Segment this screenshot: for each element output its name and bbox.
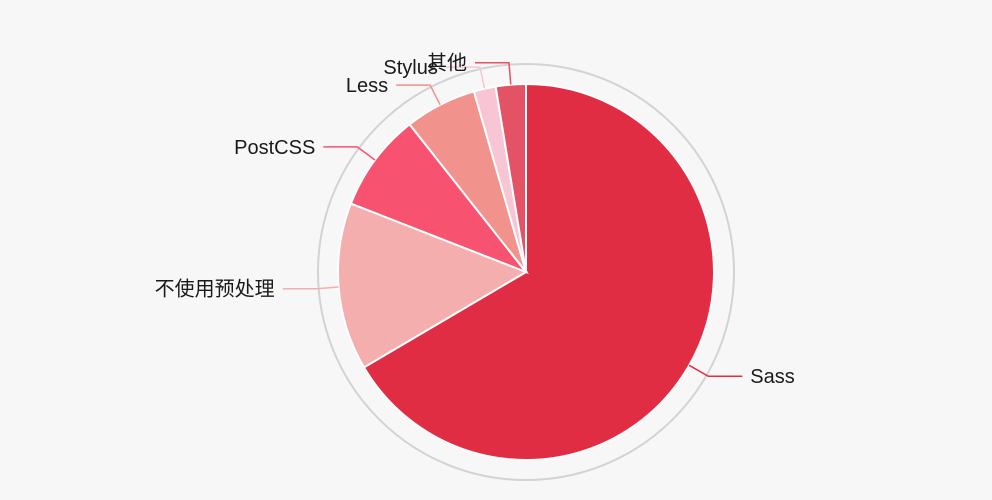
slice-label-postcss: PostCSS: [234, 137, 315, 159]
leader-lines-layer: [282, 61, 743, 377]
slices-layer: [337, 82, 715, 461]
slice-label-stylus: Stylus: [383, 57, 437, 79]
leader-line-less: [396, 84, 441, 106]
leader-line-item-1: [282, 286, 339, 290]
pie-slice-postcss[interactable]: [349, 122, 530, 275]
slice-label-sass: Sass: [750, 366, 794, 388]
slice-label-less: Less: [346, 75, 388, 97]
pie-slice-sass[interactable]: [362, 82, 715, 461]
slice-label-item-1: 不使用预处理: [155, 278, 275, 301]
pie-slice-item-1[interactable]: [337, 202, 529, 369]
leader-line-item-5: [474, 61, 512, 85]
leader-line-stylus: [445, 66, 486, 89]
slice-label-item-5: 其他: [427, 52, 467, 75]
leader-line-sass: [688, 364, 743, 377]
outer-ring: [317, 63, 735, 481]
leader-line-postcss: [323, 146, 376, 161]
